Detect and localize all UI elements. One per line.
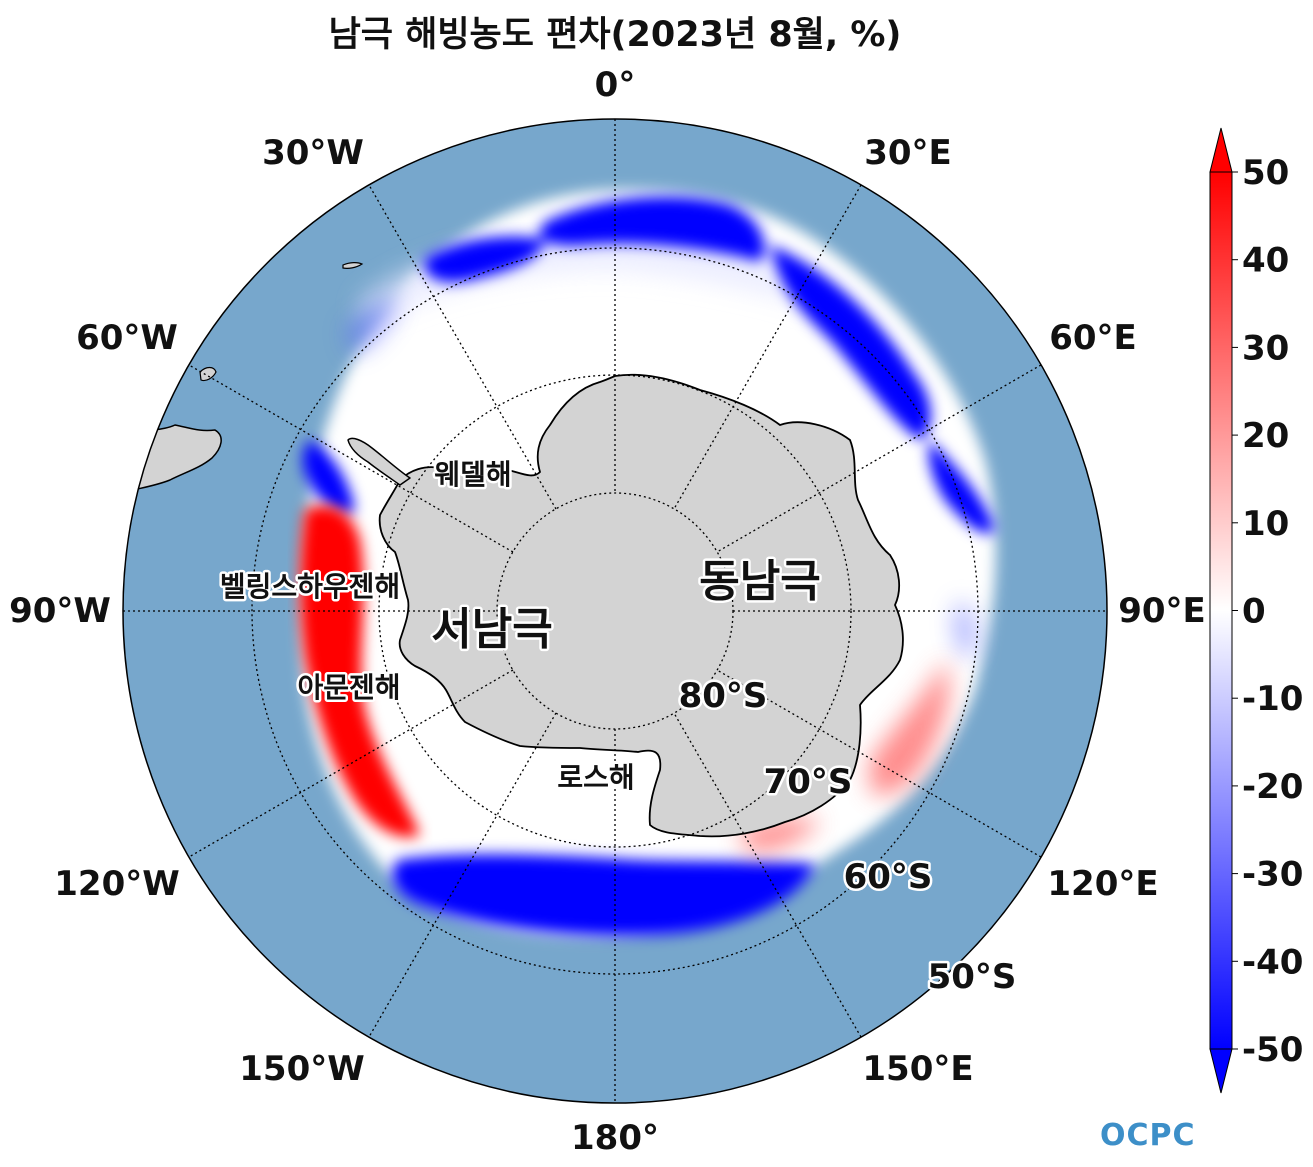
positive-anomaly-regions — [299, 505, 420, 837]
colorbar-tick-label: 40 — [1242, 241, 1289, 281]
lon-label-180: 180° — [571, 1118, 659, 1158]
label-ross-sea: 로스해 — [557, 761, 634, 794]
lon-label-90w: 90°W — [9, 591, 111, 631]
map-boundary — [122, 118, 1108, 1104]
lon-label-150w: 150°W — [239, 1049, 364, 1089]
lon-label-150e: 150°E — [862, 1049, 973, 1089]
lat-label-70s: 70°S — [764, 762, 853, 802]
lon-label-90e: 90°E — [1118, 591, 1206, 631]
label-weddell-sea: 웨델해 — [434, 458, 511, 491]
lon-label-120e: 120°E — [1047, 864, 1158, 904]
label-bellingshausen-sea: 벨링스하우젠해 — [220, 570, 400, 603]
label-amundsen-sea: 아문젠해 — [297, 671, 400, 704]
colorbar-tick-label: 30 — [1242, 328, 1289, 368]
lon-label-30e: 30°E — [864, 133, 952, 173]
colorbar-gradient — [1209, 171, 1233, 1050]
lon-label-60e: 60°E — [1049, 318, 1137, 358]
colorbar-tick-label: -20 — [1242, 767, 1303, 807]
colorbar-tick-label: -10 — [1242, 679, 1303, 719]
weak-negative-anomaly — [345, 300, 976, 660]
colorbar-min-extend — [1209, 1048, 1233, 1094]
colorbar-tick-label: 50 — [1242, 153, 1289, 193]
south-georgia — [342, 262, 364, 269]
colorbar-tick-label: -30 — [1242, 855, 1303, 895]
colorbar-tick-label: 20 — [1242, 416, 1289, 456]
ocpc-logo: OCPC — [1100, 1118, 1196, 1153]
negative-anomaly-regions — [302, 196, 995, 936]
colorbar-max-extend — [1209, 127, 1233, 173]
lat-label-60s: 60°S — [844, 857, 933, 897]
lat-label-50s: 50°S — [928, 957, 1017, 997]
lon-label-0: 0° — [595, 65, 636, 105]
colorbar-tick-label: -50 — [1242, 1030, 1303, 1070]
colorbar-tick-label: -40 — [1242, 942, 1303, 982]
meridian-lines — [123, 119, 1107, 1103]
colorbar-tick-label: 10 — [1242, 504, 1289, 544]
colorbar-tick-label: 0 — [1242, 592, 1266, 632]
antarctic-peninsula — [347, 437, 411, 486]
colorbar: 50 40 30 20 10 0 -10 -20 -30 -40 -50 — [1209, 127, 1303, 1094]
lon-label-30w: 30°W — [262, 133, 364, 173]
lat-label-80s: 80°S — [679, 676, 768, 716]
label-east-antarctica: 동남극 — [699, 556, 820, 607]
lon-label-60w: 60°W — [76, 318, 178, 358]
antarctica-land — [378, 373, 904, 838]
lon-label-120w: 120°W — [54, 864, 179, 904]
label-west-antarctica: 서남극 — [431, 604, 552, 655]
falkland-islands — [199, 366, 217, 382]
map-title: 남극 해빙농도 편차(2023년 8월, %) — [328, 15, 902, 55]
